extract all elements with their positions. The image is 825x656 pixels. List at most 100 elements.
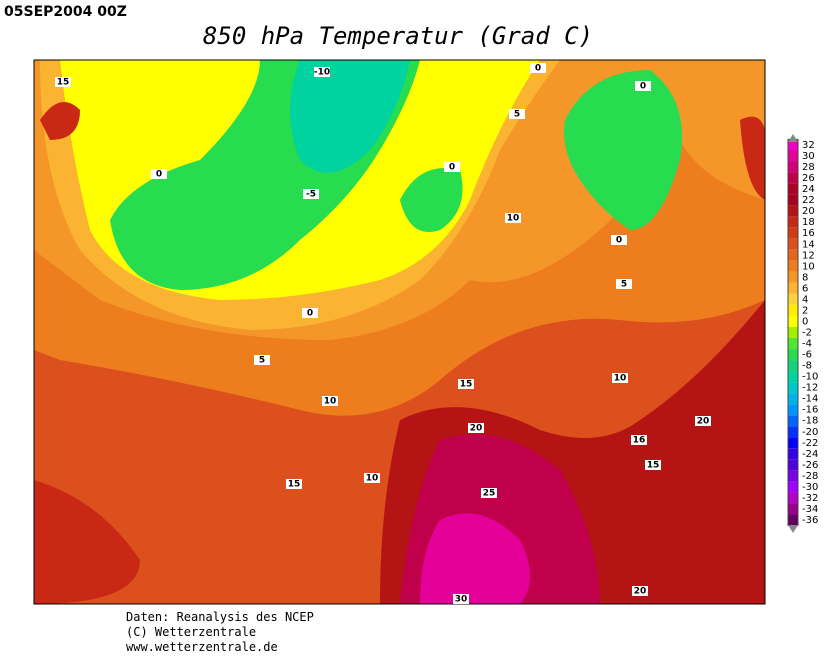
contour-label-box [481, 488, 497, 498]
colorbar-tick-label: -6 [802, 350, 812, 361]
colorbar-tick-label: -10 [802, 372, 818, 383]
contour-label-box [151, 169, 167, 179]
contour-label: 10 [614, 374, 627, 384]
colorbar-band [788, 205, 798, 217]
colorbar-tick-label: 32 [802, 140, 815, 151]
colorbar-band [788, 304, 798, 316]
colorbar-band [788, 426, 798, 438]
contour-label-box [458, 379, 474, 389]
colorbar-tick-label: -8 [802, 361, 812, 372]
contour-label-box [468, 423, 484, 433]
contour-label-box [645, 460, 661, 470]
colorbar-tick-label: 16 [802, 228, 815, 239]
colorbar-band [788, 161, 798, 173]
colorbar-tick-label: 12 [802, 250, 815, 261]
title: 850 hPa Temperatur (Grad C) [203, 22, 593, 50]
footer-line: www.wetterzentrale.de [126, 640, 278, 654]
colorbar-tick-label: -22 [802, 438, 818, 449]
colorbar-tick-label: 14 [802, 239, 815, 250]
colorbar-band [788, 415, 798, 427]
colorbar-band [788, 448, 798, 460]
colorbar-tick-label: 4 [802, 294, 808, 305]
colorbar-band [788, 249, 798, 261]
contour-label: -5 [306, 190, 316, 200]
colorbar-tick-label: -14 [802, 394, 818, 405]
colorbar-band [788, 150, 798, 162]
contour-label-box [611, 235, 627, 245]
colorbar-band [788, 216, 798, 228]
colorbar-band [788, 459, 798, 471]
colorbar-tick-label: -36 [802, 515, 818, 526]
colorbar-band [788, 260, 798, 272]
colorbar-band [788, 282, 798, 294]
contour-label: 0 [616, 236, 622, 246]
contour-label: 15 [57, 78, 70, 88]
contour-label: 0 [535, 64, 541, 74]
contour-label: 20 [634, 587, 647, 597]
colorbar-tick-label: 18 [802, 217, 815, 228]
colorbar-tick-label: -2 [802, 328, 812, 339]
contour-label-box [616, 279, 632, 289]
colorbar-band [788, 183, 798, 195]
colorbar-tick-label: 2 [802, 305, 808, 316]
contour-label: 10 [324, 397, 337, 407]
colorbar-band [788, 238, 798, 250]
colorbar-tick-label: 20 [802, 206, 815, 217]
colorbar-tick-label: -4 [802, 339, 812, 350]
map-frame [33, 59, 766, 605]
colorbar-tick-label: -28 [802, 471, 818, 482]
colorbar-band [788, 514, 798, 526]
colorbar-band [788, 326, 798, 339]
contour-label: 10 [507, 214, 520, 224]
contour-label-box [612, 373, 628, 383]
colorbar-tick-label: 30 [802, 151, 815, 162]
contour-label: 20 [697, 417, 710, 427]
contour-label: 0 [156, 170, 162, 180]
contour-label-box [635, 81, 651, 91]
footer-line: Daten: Reanalysis des NCEP [126, 610, 314, 624]
contour-label-box [364, 473, 380, 483]
contour-label: 15 [647, 461, 660, 471]
colorbar-tick-label: -20 [802, 427, 818, 438]
colorbar-band [788, 139, 798, 151]
contour-label-box [631, 435, 647, 445]
colorbar-band [788, 349, 798, 361]
colorbar-band [788, 470, 798, 482]
colorbar-tick-label: 24 [802, 184, 815, 195]
contour-label-box [303, 189, 319, 199]
contour-label: 25 [483, 489, 496, 499]
contour-label: 30 [455, 595, 468, 605]
colorbar-tick-label: -12 [802, 383, 818, 394]
contour-label: 5 [259, 356, 265, 366]
colorbar-tick-label: -26 [802, 460, 818, 471]
colorbar-tick-label: 22 [802, 195, 815, 206]
colorbar-tick-label: 0 [802, 316, 808, 327]
contour-label-box [302, 308, 318, 318]
contour-label-box [530, 63, 546, 73]
contour-label: 5 [621, 280, 627, 290]
contour-label-box [322, 396, 338, 406]
contour-label-box [509, 109, 525, 119]
colorbar-tick-label: 6 [802, 283, 808, 294]
contour-label-box [444, 162, 460, 172]
colorbar-band [788, 338, 798, 350]
colorbar-band [788, 404, 798, 416]
colorbar-tick-label: 28 [802, 162, 815, 173]
colorbar-tick-label: -24 [802, 449, 818, 460]
colorbar-band [788, 481, 798, 493]
colorbar-tick-label: 8 [802, 272, 808, 283]
contour-label-box [286, 479, 302, 489]
contour-label: 15 [460, 380, 473, 390]
colorbar-band [788, 172, 798, 184]
colorbar-band [788, 393, 798, 405]
colorbar-band [788, 382, 798, 394]
colorbar-tick-label: -30 [802, 482, 818, 493]
contour-label: 16 [633, 436, 646, 446]
colorbar-tick-label: -16 [802, 405, 818, 416]
colorbar-band [788, 492, 798, 504]
contour-label: 0 [307, 309, 313, 319]
colorbar-tick-label: -18 [802, 416, 818, 427]
colorbar-tick-label: -32 [802, 493, 818, 504]
contour-label: 20 [470, 424, 483, 434]
